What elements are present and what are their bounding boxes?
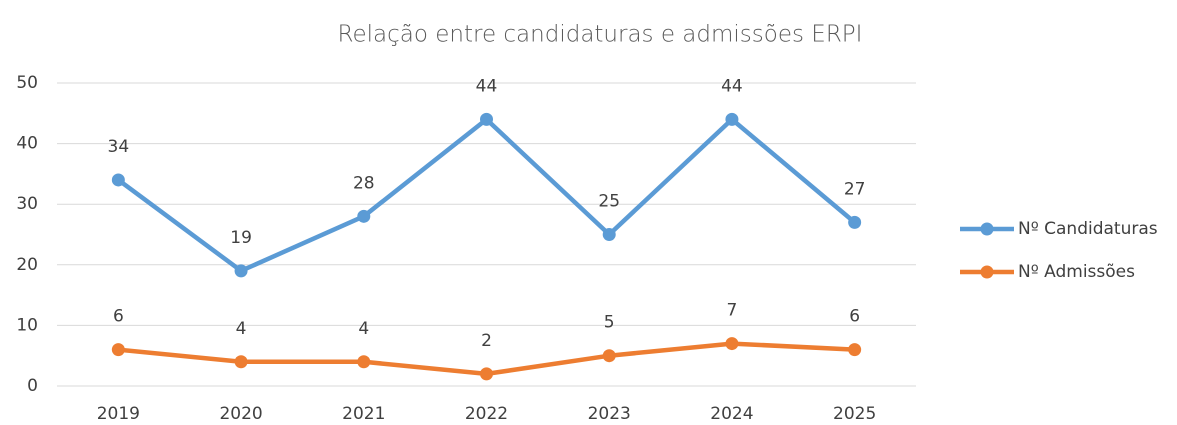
data-label: 25 [598,192,620,212]
data-label: 44 [721,76,743,96]
data-label: 5 [604,313,615,333]
data-label: 19 [230,228,252,248]
y-tick-label: 20 [16,255,38,275]
legend-label: Nº Candidaturas [1018,219,1158,239]
data-point [848,215,862,229]
series-line [116,117,857,274]
data-label: 27 [844,179,866,199]
data-point [480,367,493,381]
data-point [234,264,248,278]
y-tick-label: 40 [16,134,38,154]
legend-swatch-marker [980,265,994,279]
data-point [357,209,371,223]
y-tick-label: 0 [27,376,38,396]
data-point [725,112,739,126]
x-tick-label: 2025 [833,404,876,424]
data-point [111,343,125,357]
data-label: 4 [236,319,247,339]
data-label: 4 [358,319,369,339]
data-point [848,343,862,357]
x-tick-label: 2023 [588,404,631,424]
x-tick-label: 2022 [465,404,508,424]
x-tick-label: 2021 [342,404,385,424]
data-label: 2 [481,331,492,351]
y-tick-label: 50 [16,73,38,93]
x-tick-label: 2019 [97,404,140,424]
data-label: 28 [353,173,375,193]
data-point [234,355,248,369]
data-point [357,355,371,369]
legend-label: Nº Admissões [1018,262,1135,282]
y-tick-label: 30 [16,194,38,214]
data-label: 6 [849,307,860,327]
data-point [480,112,493,126]
data-label: 34 [108,137,130,157]
data-point [111,173,125,187]
data-point [602,228,616,241]
x-tick-label: 2020 [219,404,262,424]
data-point [602,349,616,363]
data-label: 44 [476,76,498,96]
y-tick-label: 10 [16,315,38,335]
legend-swatch-marker [980,222,994,236]
chart-title: Relação entre candidaturas e admissões E… [338,22,863,48]
data-label: 6 [113,307,124,327]
data-label: 7 [727,301,738,321]
data-point [725,337,739,351]
x-tick-label: 2024 [710,404,753,424]
